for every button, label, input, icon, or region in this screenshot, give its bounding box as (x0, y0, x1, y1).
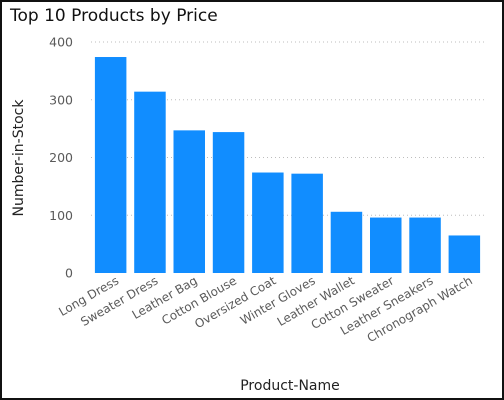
y-tick-label: 400 (49, 35, 73, 50)
y-tick-label: 200 (49, 150, 73, 165)
bar[interactable] (291, 173, 323, 273)
y-tick-labels: 0 100 200 300 400 (49, 35, 73, 281)
bar[interactable] (252, 172, 284, 273)
bar[interactable] (330, 211, 363, 273)
bar[interactable] (94, 57, 127, 273)
bar[interactable] (173, 130, 206, 273)
y-axis-label: Number-in-Stock (11, 99, 27, 217)
bar[interactable] (370, 217, 402, 273)
bar[interactable] (448, 235, 481, 273)
y-tick-label: 100 (49, 208, 73, 223)
bar[interactable] (409, 217, 441, 273)
bars (94, 57, 481, 273)
x-axis-label: Product-Name (240, 378, 340, 394)
chart-title: Top 10 Products by Price (10, 6, 218, 26)
bar[interactable] (212, 132, 245, 273)
y-tick-label: 0 (65, 266, 73, 281)
gridlines (91, 41, 484, 216)
bar[interactable] (134, 91, 166, 273)
y-tick-label: 300 (49, 92, 73, 107)
